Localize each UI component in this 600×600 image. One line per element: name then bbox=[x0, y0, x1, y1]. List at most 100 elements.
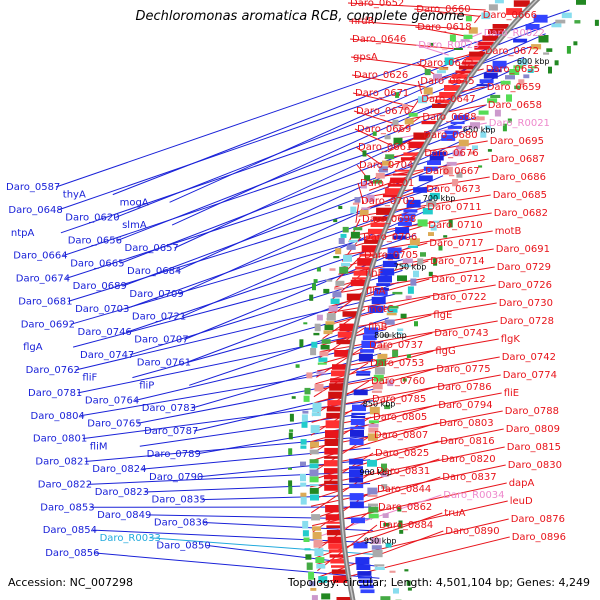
feature-block bbox=[367, 433, 378, 441]
feature-block bbox=[310, 494, 319, 501]
feature-block bbox=[460, 39, 470, 42]
feature-block bbox=[316, 267, 321, 272]
feature-block bbox=[329, 268, 336, 271]
feature-block bbox=[387, 183, 404, 187]
gene-label: Daro_0816 bbox=[440, 436, 494, 447]
feature-block bbox=[380, 268, 395, 276]
feature-block bbox=[300, 473, 306, 482]
gene-label: Daro_0671 bbox=[355, 88, 409, 99]
gene-label: Daro_0701 bbox=[360, 178, 414, 189]
feature-block bbox=[518, 79, 525, 86]
gene-label: thyA bbox=[63, 190, 86, 201]
gene-label: Daro_0824 bbox=[92, 464, 146, 475]
gene-label: Daro_0648 bbox=[8, 205, 62, 216]
gene-label: Daro_0659 bbox=[487, 82, 541, 93]
feature-block bbox=[349, 501, 364, 509]
feature-block bbox=[334, 287, 343, 290]
feature-block bbox=[513, 65, 524, 69]
feature-block bbox=[311, 341, 318, 348]
feature-block bbox=[324, 460, 340, 467]
feature-block bbox=[374, 367, 385, 375]
feature-block bbox=[312, 402, 322, 410]
gene-label: Daro_R0023 bbox=[418, 40, 479, 51]
feature-block bbox=[386, 312, 397, 316]
feature-block bbox=[406, 354, 411, 358]
gene-label: fliF bbox=[82, 373, 97, 384]
feature-block bbox=[375, 172, 385, 179]
feature-block bbox=[379, 344, 390, 351]
feature-block bbox=[301, 414, 308, 422]
feature-tracks bbox=[288, 0, 599, 600]
feature-block bbox=[468, 151, 475, 155]
feature-block bbox=[505, 75, 515, 80]
gene-label: Daro_0714 bbox=[430, 256, 484, 267]
feature-block bbox=[326, 412, 343, 419]
feature-block bbox=[533, 14, 548, 23]
feature-block bbox=[324, 480, 341, 484]
gene-label: Daro_0728 bbox=[500, 316, 554, 327]
feature-block bbox=[299, 339, 304, 348]
gene-label: Daro_0854 bbox=[43, 525, 97, 536]
feature-block bbox=[326, 521, 343, 524]
gene-label: motB bbox=[495, 226, 522, 237]
feature-block bbox=[300, 492, 307, 497]
feature-block bbox=[422, 207, 433, 215]
feature-block bbox=[443, 235, 448, 238]
connector-line bbox=[68, 187, 438, 302]
feature-block bbox=[399, 217, 414, 222]
feature-block bbox=[330, 378, 347, 381]
feature-block bbox=[328, 543, 345, 549]
gene-label: Daro_0753 bbox=[370, 358, 424, 369]
feature-block bbox=[407, 286, 414, 294]
feature-block bbox=[378, 166, 388, 173]
feature-block bbox=[352, 277, 369, 280]
feature-block bbox=[319, 351, 329, 357]
gene-label: Daro_0682 bbox=[494, 208, 548, 219]
feature-block bbox=[401, 264, 412, 268]
feature-block bbox=[313, 332, 320, 336]
kbp-tick-label: 950 kbp bbox=[364, 537, 397, 546]
connector-line bbox=[312, 488, 376, 533]
kbp-tick-label: 750 kbp bbox=[394, 263, 427, 272]
connector-line bbox=[351, 74, 426, 88]
gene-label: Daro_0721 bbox=[132, 312, 186, 323]
feature-block bbox=[468, 27, 478, 34]
connector-line bbox=[417, 62, 435, 75]
connector-line bbox=[414, 8, 481, 17]
feature-block bbox=[327, 400, 344, 406]
connector-line bbox=[72, 258, 407, 348]
connector-line bbox=[356, 164, 373, 185]
feature-block bbox=[300, 445, 307, 449]
gene-label: Daro_0703 bbox=[75, 304, 129, 315]
feature-block bbox=[356, 370, 371, 374]
feature-block bbox=[430, 224, 437, 231]
feature-block bbox=[362, 150, 367, 157]
feature-block bbox=[393, 137, 403, 145]
feature-block bbox=[417, 258, 424, 265]
gene-label: Daro_0884 bbox=[379, 520, 433, 531]
gene-label: Daro_0822 bbox=[38, 479, 92, 490]
feature-block bbox=[302, 410, 309, 414]
feature-block bbox=[414, 321, 418, 327]
feature-block bbox=[514, 85, 521, 90]
feature-block bbox=[373, 179, 382, 184]
connector-line bbox=[77, 329, 386, 394]
connector-line bbox=[316, 518, 509, 565]
feature-block bbox=[358, 579, 373, 584]
gene-label: Daro_0825 bbox=[375, 448, 429, 459]
gene-label: Daro_0587 bbox=[6, 182, 60, 193]
gene-label: Daro_0670 bbox=[356, 106, 410, 117]
feature-block bbox=[312, 526, 321, 531]
gene-label: Daro_0737 bbox=[369, 340, 423, 351]
feature-block bbox=[402, 258, 413, 264]
gene-label: Daro_0794 bbox=[438, 400, 492, 411]
gene-label: Daro_0686 bbox=[492, 172, 546, 183]
connector-line bbox=[313, 500, 508, 546]
feature-block bbox=[494, 0, 504, 4]
feature-block bbox=[402, 378, 407, 382]
feature-block bbox=[316, 563, 326, 569]
connector-line bbox=[198, 459, 371, 478]
feature-block bbox=[418, 96, 427, 104]
feature-block bbox=[320, 344, 330, 350]
feature-block bbox=[323, 288, 330, 294]
